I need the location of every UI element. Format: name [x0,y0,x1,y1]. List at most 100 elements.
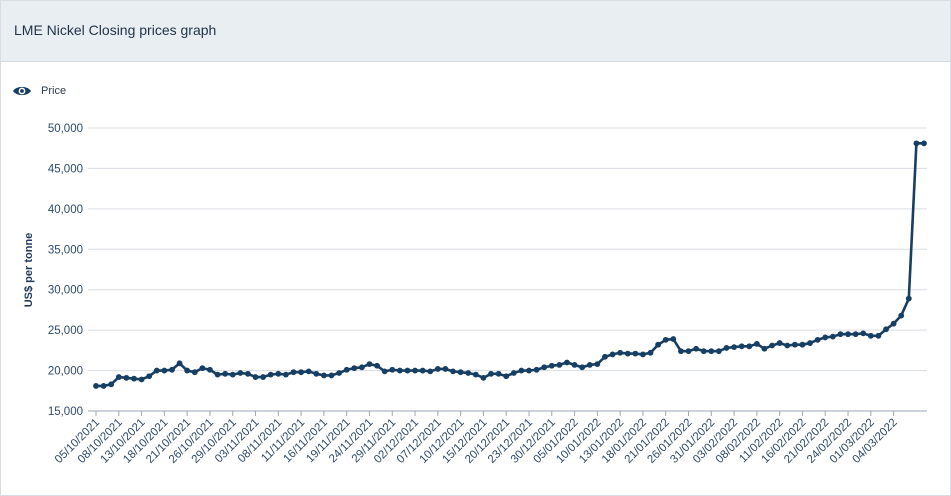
data-point[interactable] [799,341,806,348]
data-point[interactable] [814,336,821,343]
data-point[interactable] [396,367,403,374]
data-point[interactable] [769,342,775,349]
data-point[interactable] [275,370,282,377]
data-point[interactable] [207,366,213,373]
data-point[interactable] [700,348,707,355]
data-point[interactable] [358,364,365,371]
data-point[interactable] [260,374,267,380]
data-point[interactable] [442,366,449,372]
data-point[interactable] [723,345,730,351]
data-point[interactable] [852,331,859,338]
data-point[interactable] [290,369,297,376]
data-point[interactable] [419,367,426,374]
data-point[interactable] [488,370,494,377]
data-point[interactable] [472,371,479,378]
data-point[interactable] [647,349,654,356]
data-point[interactable] [708,348,715,355]
data-point[interactable] [457,369,464,376]
data-point[interactable] [138,376,145,383]
data-point[interactable] [837,331,844,338]
data-point[interactable] [184,367,191,374]
data-point[interactable] [670,336,677,342]
data-point[interactable] [336,370,342,376]
data-point[interactable] [662,336,669,343]
data-point[interactable] [807,340,813,346]
data-point[interactable] [791,341,798,348]
data-point[interactable] [526,367,532,374]
data-point[interactable] [108,381,115,388]
data-point[interactable] [556,362,563,368]
data-point[interactable] [412,367,418,374]
data-point[interactable] [100,383,107,389]
data-point[interactable] [381,368,388,375]
data-point[interactable] [176,360,183,367]
data-point[interactable] [548,362,555,369]
data-point[interactable] [860,330,867,337]
data-point[interactable] [640,351,646,358]
data-point[interactable] [191,369,198,376]
data-point[interactable] [632,350,639,357]
data-point[interactable] [533,366,540,373]
data-point[interactable] [921,140,927,147]
data-point[interactable] [267,371,274,378]
data-point[interactable] [146,373,153,380]
data-point[interactable] [731,344,737,351]
data-point[interactable] [913,140,920,147]
data-point[interactable] [761,345,768,352]
data-point[interactable] [883,326,889,333]
data-point[interactable] [366,361,373,368]
data-point[interactable] [115,374,122,380]
data-point[interactable] [237,370,244,376]
data-point[interactable] [905,295,912,302]
data-point[interactable] [503,373,510,380]
data-point[interactable] [434,366,441,372]
data-point[interactable] [495,370,502,377]
data-point[interactable] [609,351,616,358]
data-point[interactable] [510,370,517,376]
data-point[interactable] [450,368,456,375]
data-point[interactable] [602,353,608,360]
data-point[interactable] [685,348,692,355]
data-point[interactable] [351,365,358,372]
data-point[interactable] [738,343,745,350]
data-point[interactable] [753,340,760,347]
data-point[interactable] [123,374,130,381]
data-point[interactable] [594,361,601,368]
data-point[interactable] [579,364,586,371]
data-point[interactable] [829,333,836,340]
data-point[interactable] [298,369,305,376]
data-point[interactable] [93,383,99,389]
data-point[interactable] [586,362,593,368]
data-point[interactable] [343,366,350,373]
data-point[interactable] [161,367,168,374]
data-point[interactable] [153,367,160,374]
data-point[interactable] [245,370,251,377]
data-point[interactable] [404,367,411,374]
data-point[interactable] [313,370,320,377]
data-point[interactable] [480,374,487,381]
data-point[interactable] [374,362,380,369]
data-point[interactable] [518,367,525,374]
data-point[interactable] [898,312,905,319]
data-point[interactable] [564,359,570,366]
data-point[interactable] [776,340,783,346]
data-point[interactable] [715,348,722,355]
data-point[interactable] [283,371,289,378]
data-point[interactable] [867,332,874,339]
data-point[interactable] [214,371,221,378]
data-point[interactable] [541,364,548,371]
data-point[interactable] [784,342,791,349]
data-point[interactable] [305,368,312,375]
data-point[interactable] [822,334,829,341]
data-point[interactable] [199,365,206,372]
data-point[interactable] [229,371,236,378]
data-point[interactable] [746,343,753,350]
data-point[interactable] [427,368,434,375]
data-point[interactable] [320,372,327,379]
data-point[interactable] [845,331,851,338]
data-point[interactable] [655,341,662,348]
data-point[interactable] [624,350,631,357]
data-point[interactable] [875,332,882,339]
data-point[interactable] [890,320,897,327]
data-point[interactable] [465,370,472,376]
